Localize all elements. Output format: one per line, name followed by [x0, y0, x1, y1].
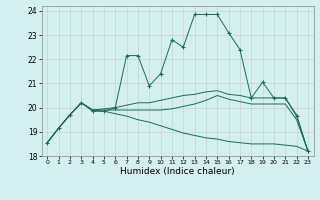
- X-axis label: Humidex (Indice chaleur): Humidex (Indice chaleur): [120, 167, 235, 176]
